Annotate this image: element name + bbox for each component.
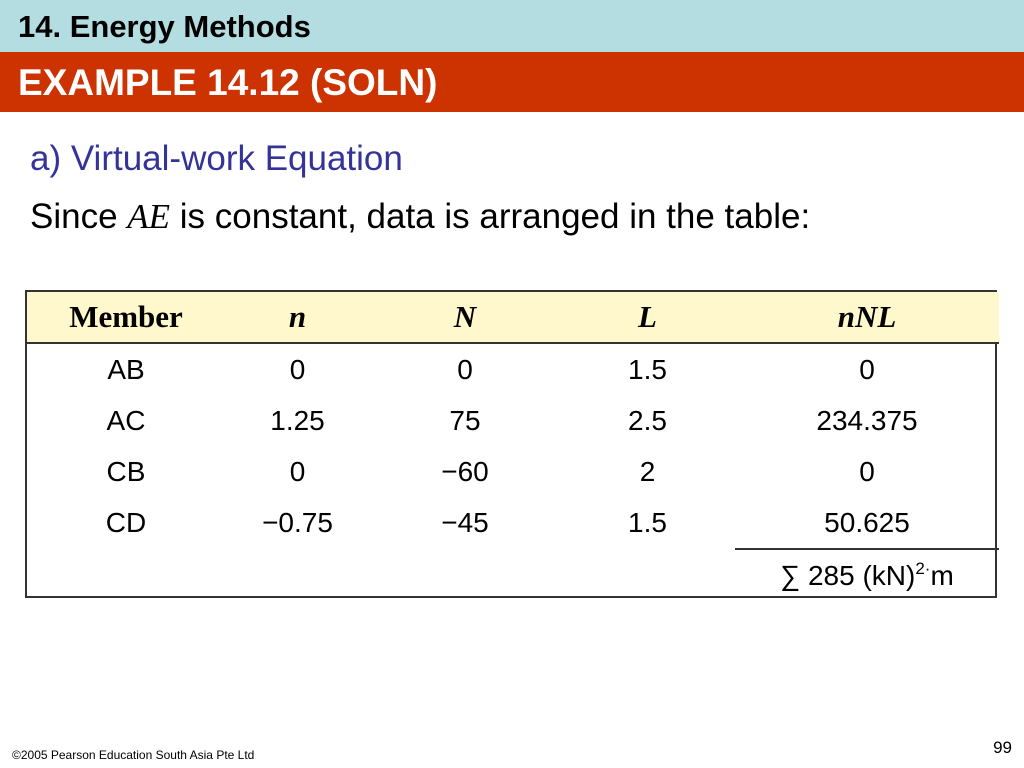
sum-total-prefix: ∑ 285 (kN) [780, 560, 916, 591]
table-header-row: Member n N L nNL [27, 292, 999, 344]
data-table: Member n N L nNL AB 0 0 1.5 0 AC 1.25 [25, 290, 999, 601]
page-number: 99 [993, 738, 1012, 757]
table-cell: 1.5 [628, 353, 667, 385]
column-header-n: n [225, 292, 370, 344]
body-text-variable: AE [127, 197, 171, 236]
empty-cell [225, 549, 370, 601]
table-cell: 1.25 [270, 404, 325, 436]
table-row: CD −0.75 −45 1.5 50.625 [27, 497, 999, 549]
empty-cell [370, 549, 560, 601]
table-cell: 2.5 [628, 404, 667, 436]
subheading: a) Virtual-work Equation [30, 139, 403, 178]
copyright-text: ©2005 Pearson Education South Asia Pte L… [12, 748, 255, 762]
table-cell: −45 [441, 507, 489, 538]
table-cell: 0 [289, 353, 306, 385]
table-cell: 0 [859, 353, 875, 385]
column-header-member: Member [27, 292, 225, 344]
column-header-L: L [560, 292, 735, 344]
body-text-prefix: Since [30, 197, 128, 236]
table-cell: 0 [457, 353, 473, 385]
example-header-bar: EXAMPLE 14.12 (SOLN) [0, 52, 1024, 112]
table-row: AB 0 0 1.5 0 [27, 343, 999, 395]
table-cell: 0 [289, 455, 306, 487]
body-text-suffix: is constant, data is arranged in the tab… [170, 197, 811, 236]
table-row: AC 1.25 75 2.5 234.375 [27, 395, 999, 446]
table-cell: CB [106, 455, 146, 487]
empty-cell [560, 549, 735, 601]
column-header-N: N [370, 292, 560, 344]
table-cell: 50.625 [824, 506, 910, 538]
chapter-title: 14. Energy Methods [18, 9, 311, 44]
table-cell: 234.375 [816, 404, 918, 436]
table-cell: CD [105, 507, 147, 538]
table-cell: 2 [639, 455, 656, 487]
sum-total-cell: ∑ 285 (kN)2·m [735, 548, 999, 601]
table-cell: AB [107, 353, 145, 385]
table-cell: 75 [449, 404, 481, 436]
table-row: CB 0 −60 2 0 [27, 446, 999, 497]
empty-cell [27, 549, 225, 601]
table-cell: AC [106, 404, 146, 436]
chapter-header-bar: 14. Energy Methods [0, 0, 1024, 52]
table-cell: 1.5 [628, 507, 667, 538]
example-title: EXAMPLE 14.12 (SOLN) [18, 62, 438, 103]
table-cell: 0 [859, 455, 875, 487]
sum-total-exponent: 2· [915, 559, 931, 578]
sum-total-unit: m [930, 560, 954, 591]
column-header-nNL: nNL [735, 292, 999, 344]
table-cell: −0.75 [262, 507, 333, 538]
body-text: Since AE is constant, data is arranged i… [30, 195, 810, 239]
table-sum-row: ∑ 285 (kN)2·m [27, 548, 999, 601]
table-cell: −60 [441, 455, 489, 487]
